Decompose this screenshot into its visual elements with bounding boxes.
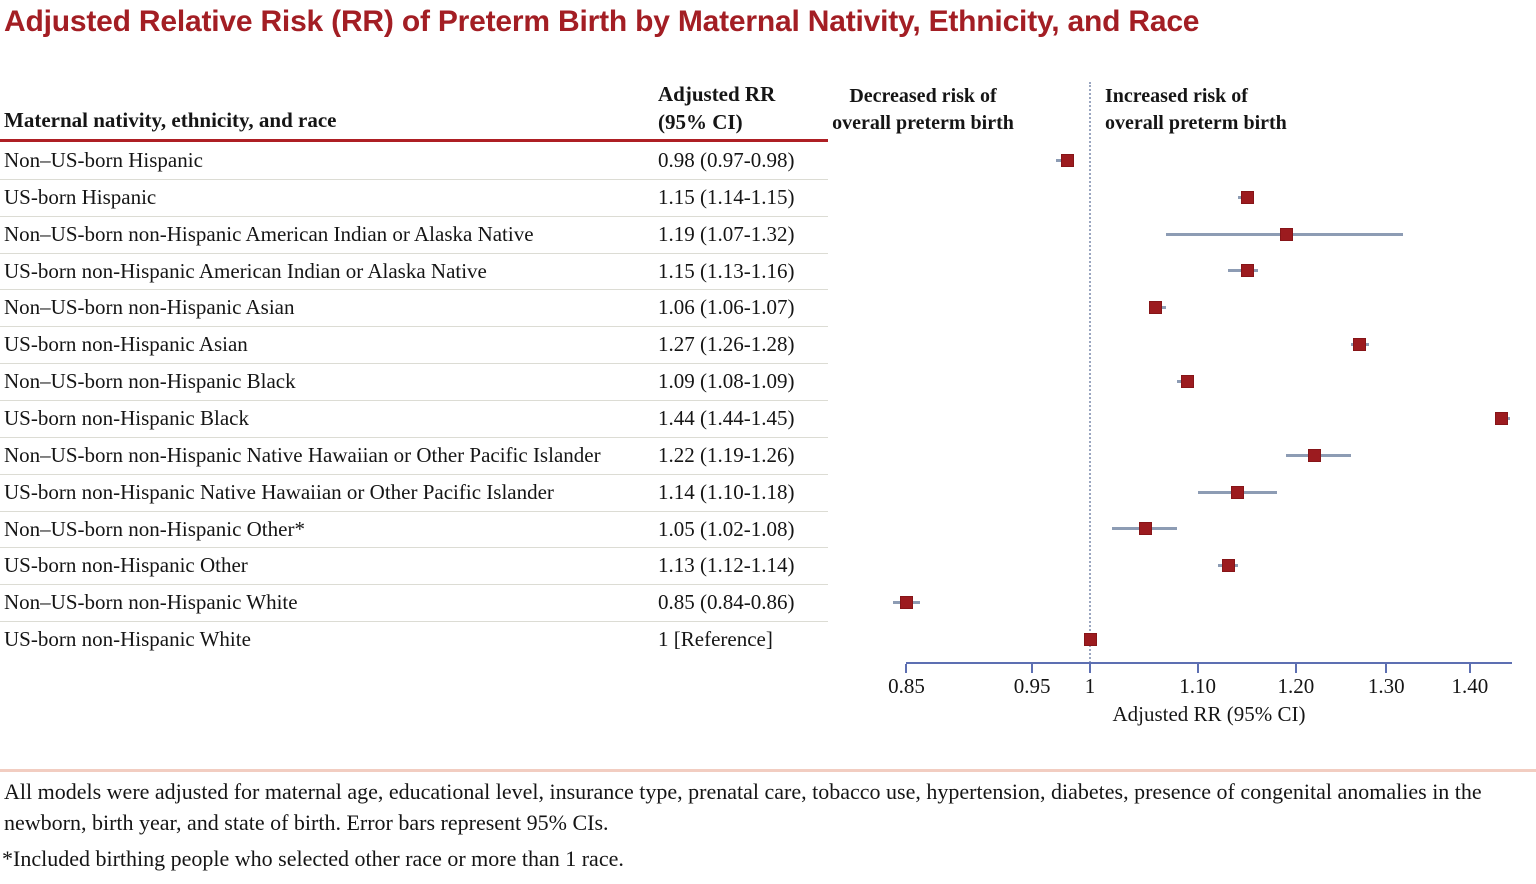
rr-marker	[1083, 633, 1097, 647]
rr-marker	[1221, 559, 1235, 573]
rr-marker	[1180, 375, 1194, 389]
asterisk-footnote: *Included birthing people who selected o…	[2, 846, 624, 871]
x-axis-tick-label: 1.10	[1179, 674, 1216, 698]
increased-risk-line2: overall preterm birth	[1105, 112, 1287, 134]
decreased-risk-label: Decreased risk of overall preterm birth	[826, 83, 1020, 137]
row-label: Non–US-born non-Hispanic Other*	[4, 516, 305, 541]
x-axis-tick-label: 1.20	[1277, 674, 1315, 698]
table-col1-header: Maternal nativity, ethnicity, and race	[4, 108, 337, 132]
adjustment-footnote: All models were adjusted for maternal ag…	[4, 779, 1482, 835]
x-axis-tick	[1089, 664, 1091, 673]
decreased-risk-line1: Decreased risk of	[849, 85, 997, 107]
table-row: US-born non-Hispanic Native Hawaiian or …	[0, 474, 828, 512]
rr-marker	[1353, 338, 1367, 352]
row-value: 1.14 (1.10-1.18)	[658, 479, 795, 504]
row-label: Non–US-born non-Hispanic American Indian…	[4, 221, 534, 246]
reference-dotted-line	[1089, 82, 1091, 663]
x-axis-tick-label: 1.40	[1451, 674, 1489, 698]
table-row: Non–US-born non-Hispanic Black 1.09 (1.08…	[0, 363, 828, 401]
table-col2-header-line2: (95% CI)	[658, 110, 743, 134]
table-row: Non–US-born Hispanic 0.98 (0.97-0.98)	[0, 142, 828, 180]
x-axis-line	[906, 662, 1512, 664]
x-axis-tick	[1385, 664, 1388, 673]
table-row: Non–US-born non-Hispanic Native Hawaiian…	[0, 437, 828, 475]
rr-marker	[1308, 448, 1322, 462]
x-axis-caption: Adjusted RR (95% CI)	[1112, 702, 1306, 726]
row-label: Non–US-born non-Hispanic Black	[4, 369, 296, 394]
row-value: 1.06 (1.06-1.07)	[658, 295, 795, 320]
row-value: 1.15 (1.13-1.16)	[658, 258, 795, 283]
table-row: US-born non-Hispanic American Indian or …	[0, 253, 828, 291]
x-axis-tick	[1294, 664, 1297, 673]
x-axis-tick-label: 0.95	[1013, 674, 1051, 698]
x-axis-tick	[1031, 664, 1034, 673]
table-row: Non–US-born non-Hispanic Other* 1.05 (1.0…	[0, 511, 828, 549]
x-axis-tick	[1196, 664, 1199, 673]
table-row: US-born non-Hispanic White 1 [Reference]	[0, 621, 828, 658]
x-axis-tick-label: 0.85	[888, 674, 925, 698]
row-label: US-born non-Hispanic Native Hawaiian or …	[4, 479, 554, 504]
table-row: Non–US-born non-Hispanic White 0.85 (0.84…	[0, 584, 828, 623]
row-label: US-born non-Hispanic Black	[4, 405, 249, 430]
table-row: Non–US-born non-Hispanic American Indian…	[0, 216, 828, 254]
increased-risk-label: Increased risk of overall preterm birth	[1105, 83, 1385, 137]
rr-marker	[1060, 153, 1074, 167]
table-col2-header: Adjusted RR (95% CI)	[658, 80, 775, 136]
row-label: Non–US-born Hispanic	[4, 148, 203, 172]
table-row: US-born non-Hispanic Asian 1.27 (1.26-1.2…	[0, 326, 828, 365]
increased-risk-line1: Increased risk of	[1105, 85, 1248, 107]
rr-marker	[1149, 301, 1163, 315]
row-value: 1.19 (1.07-1.32)	[658, 221, 795, 246]
rr-marker	[1231, 485, 1245, 499]
rr-marker	[1495, 411, 1509, 425]
decreased-risk-line2: overall preterm birth	[832, 112, 1014, 134]
row-label: US-born non-Hispanic American Indian or …	[4, 258, 487, 283]
table-row: US-born non-Hispanic Other 1.13 (1.12-1.1…	[0, 547, 828, 586]
table-col2-header-line1: Adjusted RR	[658, 82, 776, 106]
rr-marker	[1138, 522, 1152, 536]
row-label: US-born Hispanic	[4, 184, 157, 209]
row-value: 1.09 (1.08-1.09)	[658, 369, 795, 394]
table-header-rule	[0, 139, 828, 142]
row-label: Non–US-born non-Hispanic Asian	[4, 295, 295, 320]
row-label: Non–US-born non-Hispanic White	[4, 590, 298, 615]
row-value: 1.44 (1.44-1.45)	[658, 405, 795, 430]
rr-marker	[1241, 190, 1255, 204]
row-label: US-born non-Hispanic White	[4, 627, 251, 652]
row-value: 1.15 (1.14-1.15)	[658, 184, 795, 209]
row-label: US-born non-Hispanic Asian	[4, 332, 248, 357]
x-axis-tick-label: 1	[1084, 674, 1096, 698]
row-value: 1.22 (1.19-1.26)	[658, 442, 795, 467]
rr-marker	[899, 596, 913, 610]
x-axis-tick-label: 1.30	[1367, 674, 1405, 698]
row-value: 0.85 (0.84-0.86)	[658, 590, 795, 615]
row-value: 1 [Reference]	[658, 627, 773, 652]
table-row: US-born Hispanic 1.15 (1.14-1.15)	[0, 179, 828, 217]
table-row: Non–US-born non-Hispanic Asian 1.06 (1.06…	[0, 289, 828, 328]
x-axis-tick	[905, 664, 908, 673]
x-axis-tick	[1468, 664, 1471, 673]
rr-marker	[1241, 264, 1255, 278]
row-value: 1.13 (1.12-1.14)	[658, 553, 795, 578]
rr-marker	[1279, 227, 1293, 241]
row-value: 1.27 (1.26-1.28)	[658, 332, 795, 357]
row-value: 1.05 (1.02-1.08)	[658, 516, 795, 541]
table-row: US-born non-Hispanic Black 1.44 (1.44-1.4…	[0, 400, 828, 438]
row-label: Non–US-born non-Hispanic Native Hawaiian…	[4, 442, 601, 467]
row-value: 0.98 (0.97-0.98)	[658, 148, 795, 172]
row-label: US-born non-Hispanic Other	[4, 553, 248, 578]
figure-title: Adjusted Relative Risk (RR) of Preterm B…	[4, 5, 1200, 38]
footnote-divider	[0, 769, 1536, 772]
